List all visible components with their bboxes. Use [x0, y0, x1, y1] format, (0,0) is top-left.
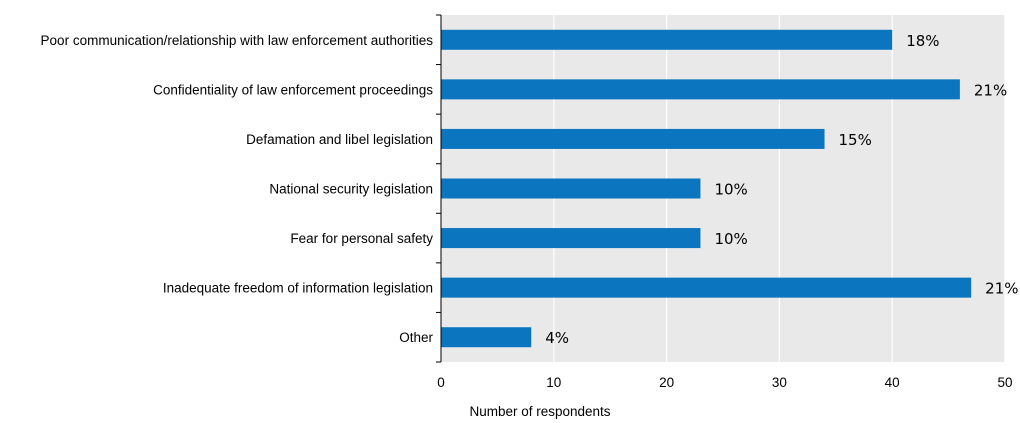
category-labels: Poor communication/relationship with law… [41, 33, 434, 345]
x-tick-label: 30 [772, 375, 787, 390]
x-axis-tick-labels: 0 10 20 30 40 50 [437, 375, 1012, 390]
bar [441, 79, 960, 100]
x-tick-label: 50 [997, 375, 1012, 390]
bar [441, 277, 972, 298]
category-label: Inadequate freedom of information legisl… [163, 281, 433, 296]
category-label: Other [399, 330, 433, 345]
x-tick-label: 0 [437, 375, 445, 390]
data-label: 18% [906, 32, 939, 50]
category-label: Poor communication/relationship with law… [41, 33, 434, 48]
data-label: 4% [545, 329, 569, 347]
x-tick-label: 40 [885, 375, 900, 390]
data-labels: 18% 21% 15% 10% 10% 21% 4% [545, 32, 1018, 347]
x-axis-title: Number of respondents [469, 404, 610, 419]
bar [441, 128, 825, 149]
y-axis-ticks [436, 14, 441, 363]
category-label: Confidentiality of law enforcement proce… [153, 82, 433, 97]
data-label: 21% [985, 280, 1018, 298]
category-label: National security legislation [269, 182, 433, 197]
data-label: 10% [714, 181, 747, 199]
data-label: 10% [714, 230, 747, 248]
bar [441, 228, 701, 249]
category-label: Defamation and libel legislation [246, 132, 433, 147]
bar [441, 327, 532, 348]
category-label: Fear for personal safety [290, 231, 433, 246]
bar [441, 29, 893, 50]
x-tick-label: 10 [546, 375, 561, 390]
bar [441, 178, 701, 199]
data-label: 15% [839, 131, 872, 149]
bars [441, 29, 972, 348]
data-label: 21% [974, 81, 1007, 99]
x-tick-label: 20 [659, 375, 674, 390]
